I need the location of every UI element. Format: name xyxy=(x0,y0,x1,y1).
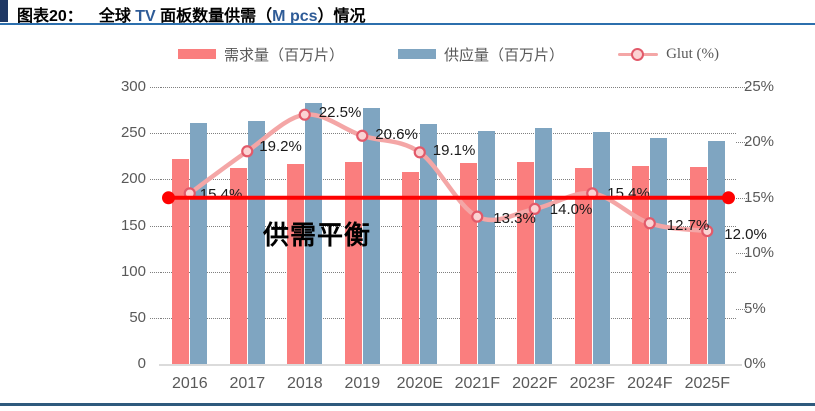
title-seg-mpcs: M pcs xyxy=(272,8,318,25)
glut-point-marker xyxy=(298,108,311,121)
right-axis-tick-label: 10% xyxy=(744,244,775,262)
left-tick xyxy=(150,87,161,88)
x-axis-category-label: 2021F xyxy=(454,375,500,392)
grid-line xyxy=(161,87,736,88)
bar-supply xyxy=(420,123,438,364)
right-axis-tick-label: 5% xyxy=(744,299,766,317)
right-axis-tick-label: 25% xyxy=(744,78,775,95)
grid-line xyxy=(161,225,736,227)
bar-demand xyxy=(402,171,420,364)
bar-demand xyxy=(229,168,247,364)
title-seg: 全球 xyxy=(98,8,136,25)
title-accent-block xyxy=(0,0,8,22)
bar-supply xyxy=(477,131,495,364)
grid-line xyxy=(161,317,736,319)
x-axis-category-label: 2020E xyxy=(396,375,443,392)
x-axis-line xyxy=(159,364,742,366)
bar-demand xyxy=(287,163,305,364)
glut-point-marker xyxy=(356,129,369,142)
title-divider xyxy=(0,23,815,25)
legend-glut-label: Glut (%) xyxy=(666,45,719,62)
grid-line xyxy=(161,179,736,181)
glut-value-label: 22.5% xyxy=(318,103,362,121)
balance-annotation: 供需平衡 xyxy=(263,220,372,250)
legend-item-demand: 需求量（百万片） xyxy=(178,44,344,65)
left-tick xyxy=(150,271,161,273)
figure-title: 图表20： 全球 TV 面板数量供需（M pcs）情况 xyxy=(17,2,366,26)
left-tick xyxy=(150,225,161,227)
right-axis-tick-label: 15% xyxy=(744,188,775,206)
figure-number: 图表20： xyxy=(17,8,83,25)
x-axis-category-label: 2016 xyxy=(172,375,208,392)
left-axis-tick-label: 250 xyxy=(120,124,146,142)
glut-point-marker xyxy=(643,217,656,230)
right-tick xyxy=(736,253,747,255)
page-bottom-divider xyxy=(0,403,815,406)
balance-line-endpoint xyxy=(722,191,735,205)
left-axis-tick-label: 200 xyxy=(120,170,146,188)
right-tick xyxy=(736,308,747,310)
bar-supply xyxy=(305,102,323,364)
bar-supply xyxy=(535,127,553,364)
title-seg: 面板数量供需（ xyxy=(155,8,273,25)
glut-line xyxy=(187,112,710,234)
bar-supply xyxy=(650,137,668,364)
glut-point-marker xyxy=(701,224,714,238)
legend-demand-label: 需求量（百万片） xyxy=(224,47,345,64)
left-axis-tick-label: 50 xyxy=(129,308,146,326)
left-axis-tick-label: 150 xyxy=(120,216,146,234)
glut-line-marker-icon xyxy=(618,48,659,61)
left-axis-tick-label: 300 xyxy=(120,78,146,95)
right-tick xyxy=(736,197,747,199)
x-axis-category-label: 2023F xyxy=(569,375,615,392)
x-axis-category-label: 2024F xyxy=(627,375,673,392)
right-tick xyxy=(736,87,747,88)
bar-demand xyxy=(344,161,362,364)
supply-swatch-icon xyxy=(398,49,437,59)
left-axis-tick-label: 100 xyxy=(120,262,146,280)
left-tick xyxy=(150,179,161,181)
right-tick xyxy=(736,142,747,144)
grid-line xyxy=(161,271,736,273)
glut-value-label: 12.7% xyxy=(666,217,710,235)
x-axis-category-label: 2018 xyxy=(287,375,323,392)
grid-line xyxy=(161,133,736,135)
glut-value-label: 20.6% xyxy=(375,125,418,143)
left-axis-tick-label: 0 xyxy=(137,355,146,372)
demand-swatch-icon xyxy=(178,49,217,59)
glut-point-marker xyxy=(471,210,484,223)
glut-value-label: 19.1% xyxy=(432,142,476,160)
bar-supply xyxy=(362,108,380,364)
left-tick xyxy=(150,133,161,135)
right-axis-tick-label: 20% xyxy=(744,133,775,151)
x-axis-category-label: 2025F xyxy=(684,375,730,392)
chart-legend: 需求量（百万片） 供应量（百万片） Glut (%) xyxy=(161,44,736,64)
title-seg-tv: TV xyxy=(135,8,156,25)
x-axis-category-label: 2022F xyxy=(512,375,558,392)
right-axis-tick-label: 0% xyxy=(744,355,766,372)
x-axis-category-label: 2019 xyxy=(344,375,381,392)
glut-value-label: 19.2% xyxy=(259,138,302,156)
glut-value-label: 13.3% xyxy=(493,209,536,227)
left-tick xyxy=(150,317,161,319)
glut-value-label: 14.0% xyxy=(549,200,593,218)
bar-supply xyxy=(247,121,265,364)
glut-value-label: 12.0% xyxy=(724,226,767,243)
glut-point-marker xyxy=(528,202,541,215)
title-seg: ）情况 xyxy=(317,8,366,25)
balance-line-endpoint xyxy=(162,191,175,205)
legend-item-supply: 供应量（百万片） xyxy=(398,44,564,65)
legend-supply-label: 供应量（百万片） xyxy=(444,47,565,64)
x-axis-category-label: 2017 xyxy=(229,375,266,392)
bar-demand xyxy=(172,159,190,364)
glut-point-marker xyxy=(241,145,254,158)
bar-demand xyxy=(574,168,592,364)
legend-item-glut: Glut (%) xyxy=(618,46,719,63)
bar-demand xyxy=(689,167,707,364)
glut-point-marker xyxy=(413,146,426,159)
